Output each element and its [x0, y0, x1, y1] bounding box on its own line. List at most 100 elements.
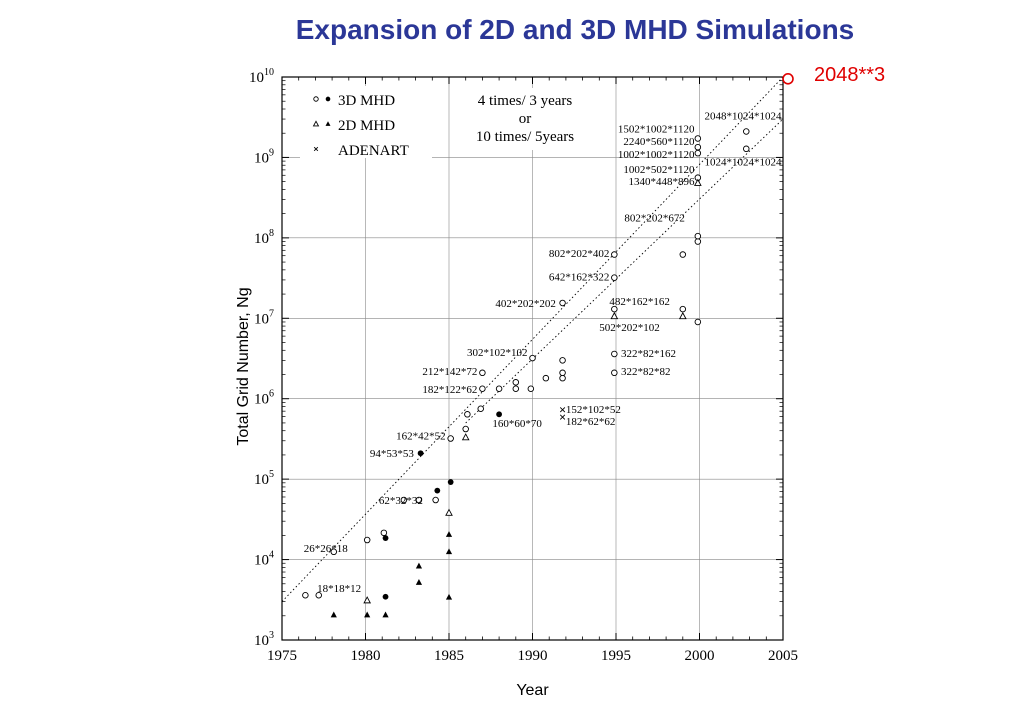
- data-point-callout-circle: [782, 72, 794, 85]
- point-label: 1024*1024*1024: [705, 156, 783, 168]
- legend-symbol-filled-triangle: [325, 121, 331, 126]
- point-label: 152*102*52: [566, 404, 621, 416]
- data-point-open-triangle: [461, 433, 470, 441]
- point-label: 94*53*53: [370, 448, 415, 460]
- data-point-open-circle: [479, 385, 486, 393]
- legend: 3D MHD 2D MHD ADENART: [300, 86, 432, 159]
- data-point-open-circle: [694, 238, 702, 245]
- x-tick-label: 1995: [601, 648, 631, 664]
- data-point-open-circle: [679, 251, 687, 258]
- x-tick-label: 1980: [351, 648, 381, 664]
- slide-title: Expansion of 2D and 3D MHD Simulations: [295, 14, 855, 45]
- legend-symbol-cross: [313, 146, 319, 152]
- data-point-filled-circle: [496, 411, 502, 418]
- data-point-open-circle: [559, 374, 566, 382]
- point-label: 182*122*62: [422, 384, 477, 396]
- data-point-open-circle: [495, 385, 503, 393]
- point-label: 302*102*102: [467, 347, 528, 359]
- annotation-line: 4 times/ 3 years: [478, 93, 573, 109]
- legend-label: 3D MHD: [338, 93, 395, 109]
- data-point-filled-circle: [382, 593, 389, 600]
- point-label: 1502*1002*1120: [618, 123, 695, 135]
- y-tick-label: 1010: [249, 67, 274, 86]
- data-point-open-circle: [694, 143, 702, 151]
- y-tick-label: 105: [254, 469, 274, 488]
- data-point-filled-triangle: [415, 562, 423, 569]
- x-tick-label: 1990: [518, 648, 548, 664]
- data-point-open-circle: [512, 379, 520, 386]
- point-label: 802*202*672: [624, 212, 685, 224]
- data-point-open-circle: [542, 374, 550, 382]
- x-axis-title: Year: [516, 682, 549, 699]
- data-point-open-circle: [559, 299, 566, 307]
- annotation-line: 10 times/ 5years: [476, 129, 574, 145]
- data-point-open-circle: [679, 305, 687, 313]
- data-point-cross: [559, 414, 566, 420]
- data-point-open-circle: [447, 435, 454, 442]
- x-tick-label: 2000: [685, 648, 715, 664]
- point-label: 18*18*12: [317, 583, 361, 595]
- point-label: 482*162*162: [609, 296, 670, 308]
- y-tick-label: 104: [254, 550, 274, 569]
- legend-symbol-open-triangle: [312, 120, 320, 127]
- trend-line: [281, 76, 784, 602]
- data-point-open-circle: [527, 385, 535, 393]
- x-tick-label: 2005: [768, 648, 798, 664]
- data-point-open-circle: [479, 369, 486, 377]
- data-point-open-circle: [694, 135, 702, 142]
- point-label: 802*202*402: [549, 248, 610, 260]
- point-label: 1002*502*1120: [623, 164, 695, 176]
- axis-ticks: 1975 1980 1985 1990 1995 2000 2005 103 104 105 106…: [249, 67, 798, 664]
- trend-line: [465, 118, 784, 424]
- data-point-open-triangle: [445, 508, 453, 516]
- point-labels: 18*18*12 26*26*18 62*32*32 94*53*53 162*42*5…: [304, 111, 782, 596]
- data-points: [302, 128, 750, 618]
- point-label: 1002*1002*1120: [618, 149, 695, 161]
- data-point-cross: [559, 407, 566, 413]
- legend-label: ADENART: [338, 143, 409, 159]
- x-tick-label: 1985: [434, 648, 464, 664]
- cross-stroke: [313, 146, 319, 152]
- axis-titles: Year Total Grid Number, Ng: [235, 287, 549, 699]
- data-point-filled-triangle: [445, 593, 453, 600]
- callout-label: 2048**3: [814, 64, 885, 86]
- data-point-filled-triangle: [445, 548, 453, 555]
- annotation-line: or: [519, 111, 532, 127]
- data-point-filled-triangle: [364, 611, 371, 618]
- data-point-filled-triangle: [382, 611, 389, 618]
- point-label: 402*202*202: [495, 298, 556, 310]
- point-label: 502*202*102: [599, 322, 660, 334]
- data-point-filled-circle: [417, 450, 424, 457]
- legend-background: [300, 86, 432, 158]
- data-point-open-circle: [512, 385, 520, 393]
- cross-stroke: [559, 414, 566, 420]
- data-point-open-circle: [380, 529, 388, 537]
- point-label: 182*62*62: [566, 416, 616, 428]
- legend-symbol-open-circle: [313, 96, 319, 102]
- data-point-open-circle: [462, 425, 469, 433]
- point-label: 160*60*70: [492, 418, 542, 430]
- trend-lines: [281, 76, 784, 602]
- data-point-open-triangle: [693, 178, 702, 186]
- point-label: 26*26*18: [304, 543, 349, 555]
- point-label: 2048*1024*1024: [705, 111, 783, 123]
- legend-label: 2D MHD: [338, 118, 395, 134]
- data-point-open-circle: [464, 411, 471, 418]
- data-point-filled-circle: [447, 479, 454, 485]
- data-point-filled-triangle: [445, 531, 453, 537]
- data-point-open-circle: [611, 274, 618, 281]
- y-axis-title: Total Grid Number, Ng: [235, 287, 252, 445]
- data-point-open-circle: [694, 232, 702, 240]
- point-label: 62*32*32: [379, 495, 423, 507]
- data-point-filled-triangle: [330, 611, 337, 618]
- y-tick-label: 107: [254, 308, 274, 327]
- callout-2048: 2048**3: [782, 64, 885, 86]
- data-point-filled-triangle: [415, 579, 423, 585]
- point-label: 2240*560*1120: [623, 136, 695, 148]
- data-point-filled-circle: [434, 487, 441, 494]
- data-point-open-circle: [302, 592, 309, 599]
- cross-stroke: [559, 407, 566, 413]
- data-point-open-triangle: [678, 311, 687, 320]
- x-tick-label: 1975: [267, 648, 297, 664]
